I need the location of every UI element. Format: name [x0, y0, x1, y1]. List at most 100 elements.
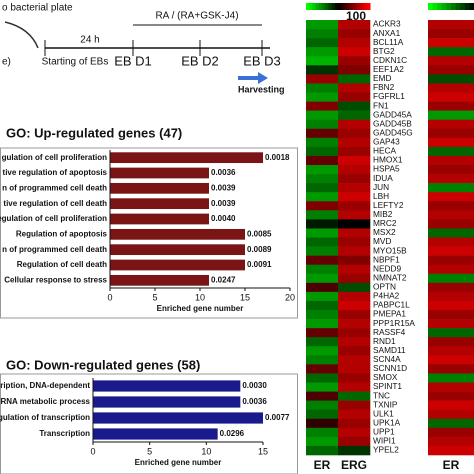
heat-cell [306, 29, 339, 39]
row-label: SCN4A [373, 354, 401, 364]
heat-cell [306, 310, 339, 320]
heat-cell [338, 337, 371, 347]
row-label: PMEPA1 [373, 309, 406, 319]
heat-cell [428, 418, 474, 429]
heat-cell [306, 337, 339, 347]
x-tick-label: 10 [201, 446, 211, 456]
value-label: 0.0040 [211, 214, 236, 223]
heat-cell [428, 137, 474, 148]
value-label: 0.0091 [247, 260, 272, 269]
row-label: UPK1A [373, 417, 401, 427]
harvest-label: Harvesting [238, 84, 285, 94]
heat-cell [428, 300, 474, 311]
colorbar-label: 100 [346, 9, 366, 23]
row-label: GADD45G [373, 127, 413, 137]
row-label: PABPC1L [373, 300, 410, 310]
colorbar [328, 3, 333, 10]
row-label: CDKN1C [373, 55, 407, 65]
category-label: tive regulation of cell proliferation [0, 214, 107, 223]
heat-cell [306, 273, 339, 284]
value-label: 0.0039 [211, 183, 236, 192]
heat-cell [428, 436, 474, 447]
heat-cell [306, 391, 339, 401]
heat-cell [428, 337, 474, 347]
x-tick-label: 20 [285, 292, 295, 302]
heat-cell [306, 146, 339, 157]
heat-cell [338, 373, 371, 383]
heat-cell [428, 101, 474, 111]
bar [110, 213, 209, 225]
heat-cell [338, 391, 371, 401]
colorbar [354, 3, 358, 10]
colorbar [325, 3, 329, 10]
bar [93, 412, 263, 424]
heat-cell [338, 183, 371, 193]
value-label: 0.0036 [211, 168, 236, 177]
heat-cell [428, 65, 474, 75]
row-label: BCL11A [373, 37, 404, 47]
row-label: OPTN [373, 282, 396, 292]
category-label: tive regulation of cell death [3, 199, 107, 208]
heat-cell [428, 237, 474, 247]
x-axis-label: Enriched gene number [157, 304, 244, 313]
heat-cell [306, 165, 339, 175]
heat-cell [338, 300, 371, 311]
heat-cell [338, 427, 371, 438]
row-label: ACKR3 [373, 19, 401, 29]
heat-cell [306, 174, 339, 184]
category-label: Regulation of cell death [17, 260, 107, 269]
x-tick-label: 10 [195, 292, 205, 302]
colorbar [360, 3, 365, 10]
colorbar [306, 3, 310, 10]
heat-cell [306, 364, 339, 374]
heat-cell [338, 56, 371, 66]
heat-cell [338, 346, 371, 356]
heat-cell [338, 128, 371, 139]
heat-cell [306, 228, 339, 238]
row-label: UPP1 [373, 427, 395, 437]
heat-cell [428, 56, 474, 66]
heat-cell [338, 382, 371, 392]
category-label: tive regulation of apoptosis [3, 168, 108, 177]
row-label: GAP43 [373, 137, 400, 147]
colorbar [318, 3, 323, 10]
row-label: IDUA [373, 173, 393, 183]
heat-cell [338, 146, 371, 157]
heat-cell [338, 328, 371, 338]
heat-cell [306, 264, 339, 275]
row-label: FGFRL1 [373, 91, 405, 101]
row-label: RND1 [373, 336, 396, 346]
day-label: EB D2 [181, 53, 219, 68]
heat-cell [306, 219, 339, 229]
heat-cell [428, 74, 474, 84]
heat-cell [338, 355, 371, 365]
heat-cell [338, 74, 371, 84]
value-label: 0.0030 [242, 381, 267, 390]
heat-cell [306, 255, 339, 265]
heat-cell [306, 445, 339, 456]
colorbar [428, 3, 434, 10]
heat-cell [306, 110, 339, 120]
harvest-arrow [238, 72, 268, 84]
heat-cell [306, 101, 339, 111]
heat-cell [338, 155, 371, 166]
chart-title: GO: Down-regulated genes (58) [6, 357, 200, 372]
heat-cell [428, 328, 474, 338]
row-label: SAMD11 [373, 345, 406, 355]
row-label: SCNN1D [373, 363, 407, 373]
colorbar [460, 3, 466, 10]
heat-cell [306, 201, 339, 211]
colorbar [331, 3, 336, 10]
row-label: BTG2 [373, 46, 395, 56]
value-label: 0.0036 [242, 397, 267, 406]
row-label: ANXA1 [373, 28, 401, 38]
heat-cell [338, 445, 371, 456]
heat-cell [306, 47, 339, 57]
heat-cell [306, 128, 339, 139]
heat-cell [428, 409, 474, 420]
heat-cell [428, 346, 474, 356]
colorbar [347, 3, 352, 10]
value-label: 0.0077 [265, 413, 290, 422]
chart-title: GO: Up-regulated genes (47) [6, 125, 182, 140]
day-label: EB D3 [243, 53, 281, 68]
